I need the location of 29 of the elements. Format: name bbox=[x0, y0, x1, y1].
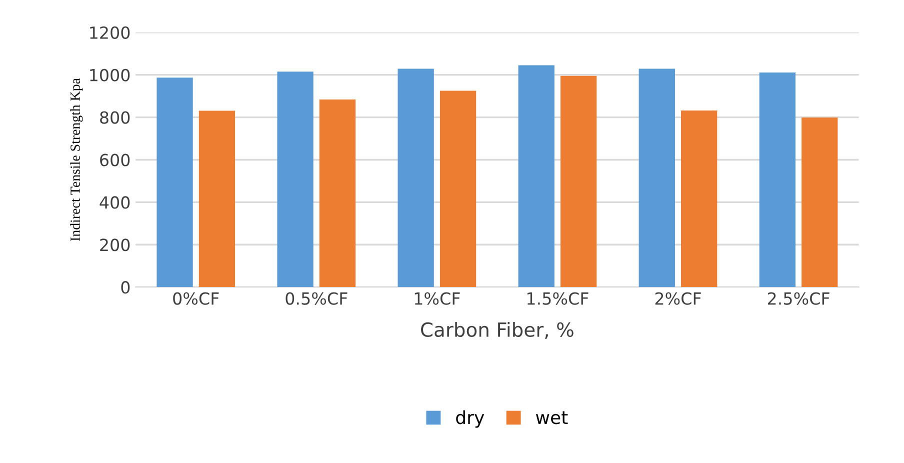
y-tick-label: 1200 bbox=[90, 26, 130, 39]
bar bbox=[398, 68, 434, 288]
bar bbox=[802, 118, 838, 288]
bar bbox=[759, 72, 796, 288]
y-tick-label: 200 bbox=[100, 238, 130, 252]
legend-label: dry bbox=[456, 410, 484, 428]
bar bbox=[638, 68, 675, 288]
x-tick-label: 2.5%CF bbox=[768, 292, 830, 305]
x-tick-label: 2%CF bbox=[655, 292, 701, 305]
bar bbox=[156, 78, 193, 288]
bar bbox=[277, 72, 314, 288]
y-tick-label: 800 bbox=[100, 111, 130, 124]
legend-label: wet bbox=[536, 411, 568, 424]
x-tick-label: 1%CF bbox=[414, 292, 460, 305]
x-tick-label: 0.5%CF bbox=[286, 292, 348, 305]
bar bbox=[440, 90, 476, 288]
bar bbox=[518, 65, 554, 288]
x-tick-label: 0%CF bbox=[173, 292, 219, 305]
y-tick-label: 600 bbox=[100, 154, 130, 166]
bar bbox=[681, 110, 718, 288]
y-axis-title: Indirect Tensile Strength Kpa bbox=[70, 78, 83, 241]
bar bbox=[319, 99, 356, 288]
y-tick-label: 0 bbox=[121, 281, 130, 294]
bar bbox=[560, 76, 597, 288]
y-tick-label: 1000 bbox=[90, 68, 130, 82]
x-tick-label: 1.5%CF bbox=[528, 292, 588, 305]
bar bbox=[198, 110, 236, 288]
x-axis-title: Carbon Fiber, % bbox=[421, 322, 574, 339]
y-tick-label: 400 bbox=[100, 196, 130, 209]
